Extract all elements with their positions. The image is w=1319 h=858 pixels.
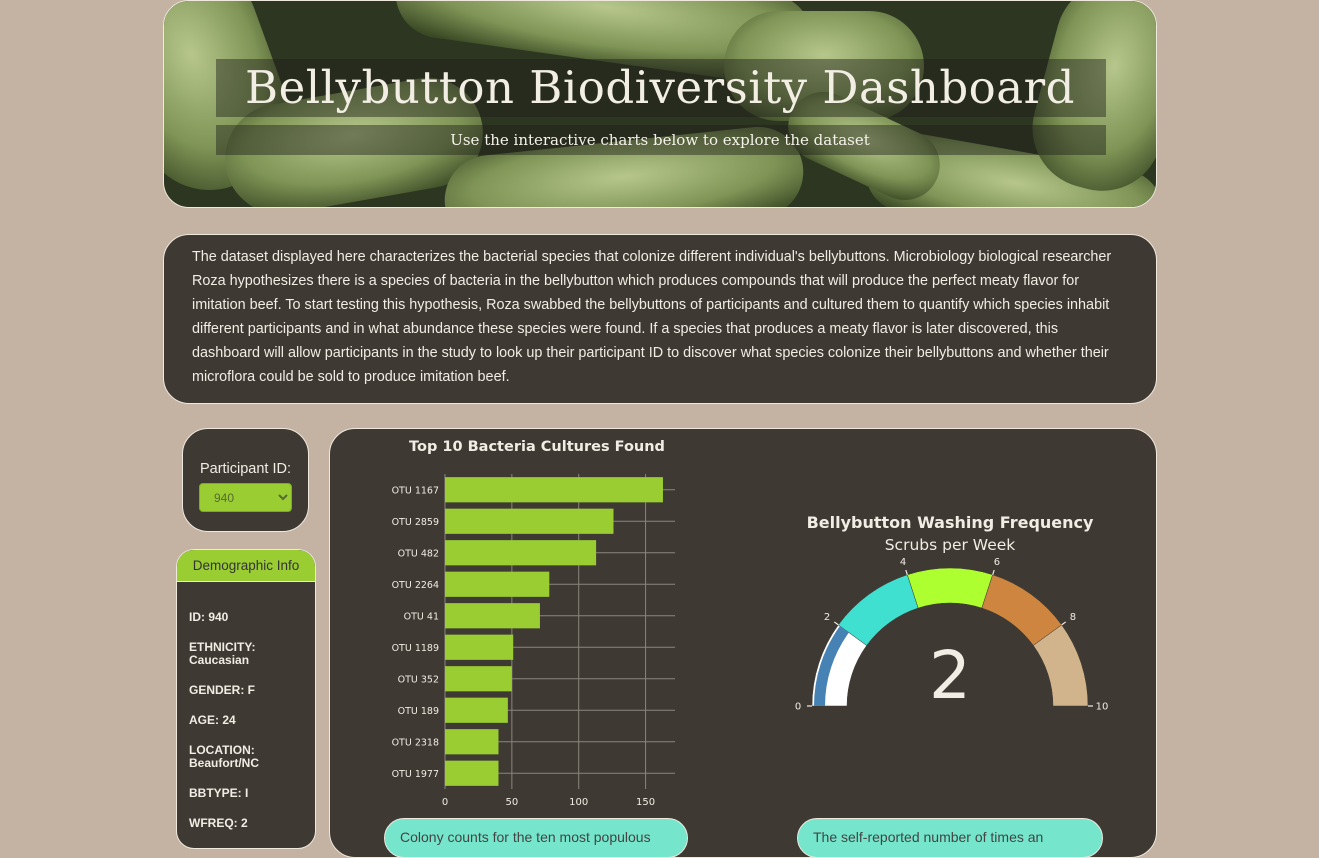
bar-y-tick-label: OTU 2264 [392, 580, 439, 591]
gauge-step-band [811, 624, 868, 707]
bar-y-tick-label: OTU 352 [398, 674, 439, 685]
bar[interactable] [445, 760, 499, 786]
bar-x-tick-label: 50 [505, 797, 518, 808]
demographic-info-panel: Demographic Info ID: 940 ETHNICITY: Cauc… [176, 549, 316, 849]
bar[interactable] [445, 540, 597, 566]
gauge-tick-label: 6 [994, 557, 1000, 568]
gauge-tick-label: 0 [795, 702, 801, 713]
gauge-step-band [981, 574, 1062, 646]
description-panel: The dataset displayed here characterizes… [163, 234, 1157, 404]
bar[interactable] [445, 697, 508, 723]
demo-line-location: LOCATION: Beaufort/NC [189, 743, 260, 770]
bar[interactable] [445, 666, 512, 692]
bar[interactable] [445, 603, 540, 629]
bar-y-tick-label: OTU 1977 [392, 769, 439, 780]
bar-chart[interactable]: Top 10 Bacteria Cultures Found 0 50 100 150 O… [330, 429, 750, 829]
bar-x-tick-label: 150 [636, 797, 655, 808]
demo-line-age: AGE: 24 [189, 713, 236, 727]
gauge-tick [833, 621, 839, 626]
bar[interactable] [445, 571, 550, 597]
bar-y-tick-label: OTU 2318 [392, 737, 439, 748]
bar-chart-note: Colony counts for the ten most populous [384, 818, 688, 858]
demo-line-gender: GENDER: F [189, 683, 255, 697]
gauge-step-band [838, 574, 919, 646]
bar-chart-note-text: Colony counts for the ten most populous [400, 829, 651, 845]
demographic-info-header: Demographic Info [177, 550, 315, 582]
gauge-title: Bellybutton Washing Frequency [807, 513, 1094, 532]
demo-line-id: ID: 940 [189, 610, 229, 624]
gauge-step-band [907, 567, 993, 609]
demo-line-bbtype: BBTYPE: I [189, 786, 249, 800]
gauge-chart-note: The self-reported number of times an [797, 818, 1103, 858]
bar[interactable] [445, 508, 614, 534]
gauge-step-band [1032, 624, 1089, 707]
demo-line-wfreq: WFREQ: 2 [189, 816, 248, 830]
description-text: The dataset displayed here characterizes… [192, 249, 1112, 385]
bar[interactable] [445, 634, 514, 660]
participant-id-select[interactable]: 940 [199, 483, 292, 512]
bar[interactable] [445, 477, 663, 503]
bar-y-tick-label: OTU 2859 [392, 517, 439, 528]
bar-y-tick-label: OTU 41 [404, 611, 439, 622]
bar-y-tick-label: OTU 1189 [392, 643, 439, 654]
bar-y-tick-label: OTU 1167 [392, 485, 439, 496]
bar[interactable] [445, 729, 499, 755]
charts-panel: Top 10 Bacteria Cultures Found 0 50 100 150 O… [329, 428, 1157, 858]
page-subtitle: Use the interactive charts below to expl… [450, 131, 870, 149]
gauge-subtitle: Scrubs per Week [885, 536, 1016, 554]
bar-x-tick-label: 0 [442, 797, 448, 808]
bar-chart-title: Top 10 Bacteria Cultures Found [409, 439, 665, 455]
gauge-tick [905, 569, 908, 575]
bar-x-tick-label: 100 [569, 797, 588, 808]
bar-y-tick-label: OTU 482 [398, 548, 439, 559]
hero-banner: Bellybutton Biodiversity Dashboard Use t… [163, 0, 1157, 208]
gauge-tick [992, 569, 995, 575]
gauge-tick-label: 10 [1096, 702, 1109, 713]
bar-y-tick-label: OTU 189 [398, 706, 439, 717]
gauge-chart-note-text: The self-reported number of times an [813, 829, 1044, 845]
participant-id-label: Participant ID: [199, 461, 292, 477]
demo-line-ethnicity: ETHNICITY: Caucasian [189, 640, 256, 667]
gauge-value-number: 2 [929, 637, 971, 714]
bacteria-background-image [164, 1, 1156, 207]
gauge-tick-label: 4 [900, 557, 906, 568]
gauge-tick [1061, 621, 1067, 626]
gauge-tick-label: 2 [824, 612, 830, 623]
page-title: Bellybutton Biodiversity Dashboard [245, 61, 1075, 114]
gauge-value-bar [814, 626, 849, 706]
gauge-tick-label: 8 [1070, 612, 1076, 623]
demographic-info-body: ID: 940 ETHNICITY: Caucasian GENDER: F A… [177, 582, 315, 830]
participant-selector-panel: Participant ID: 940 [182, 428, 309, 532]
